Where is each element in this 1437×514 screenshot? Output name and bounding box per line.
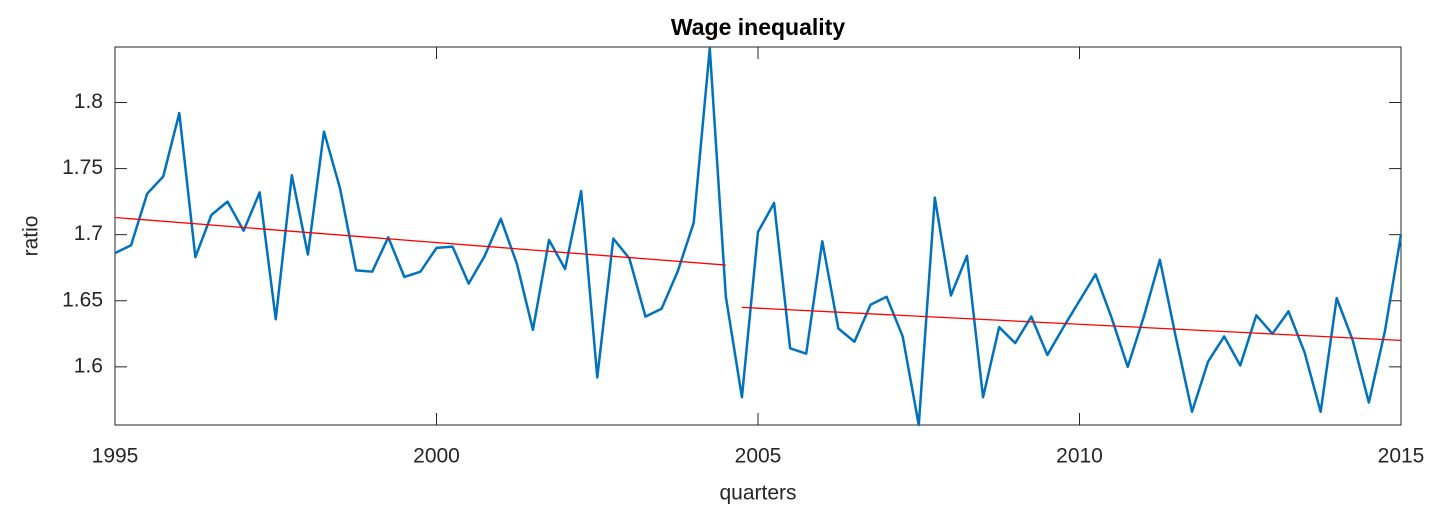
- y-tick-label: 1.6: [74, 354, 103, 377]
- x-tick-label: 1995: [92, 445, 139, 468]
- y-tick-label: 1.75: [62, 156, 103, 179]
- x-tick-label: 2015: [1378, 445, 1425, 468]
- chart-title: Wage inequality: [671, 14, 845, 40]
- trend-line: [114, 216, 726, 266]
- x-tick-label: 2010: [1056, 445, 1103, 468]
- trend-line: [741, 306, 1402, 342]
- y-tick-label: 1.7: [74, 222, 103, 245]
- y-tick-label: 1.8: [74, 90, 103, 113]
- x-tick-label: 2005: [735, 445, 782, 468]
- y-tick-label: 1.65: [62, 288, 103, 311]
- data-line: [114, 47, 1403, 427]
- x-tick-label: 2000: [413, 445, 460, 468]
- x-axis-label: quarters: [719, 482, 796, 505]
- y-axis-label: ratio: [20, 216, 43, 257]
